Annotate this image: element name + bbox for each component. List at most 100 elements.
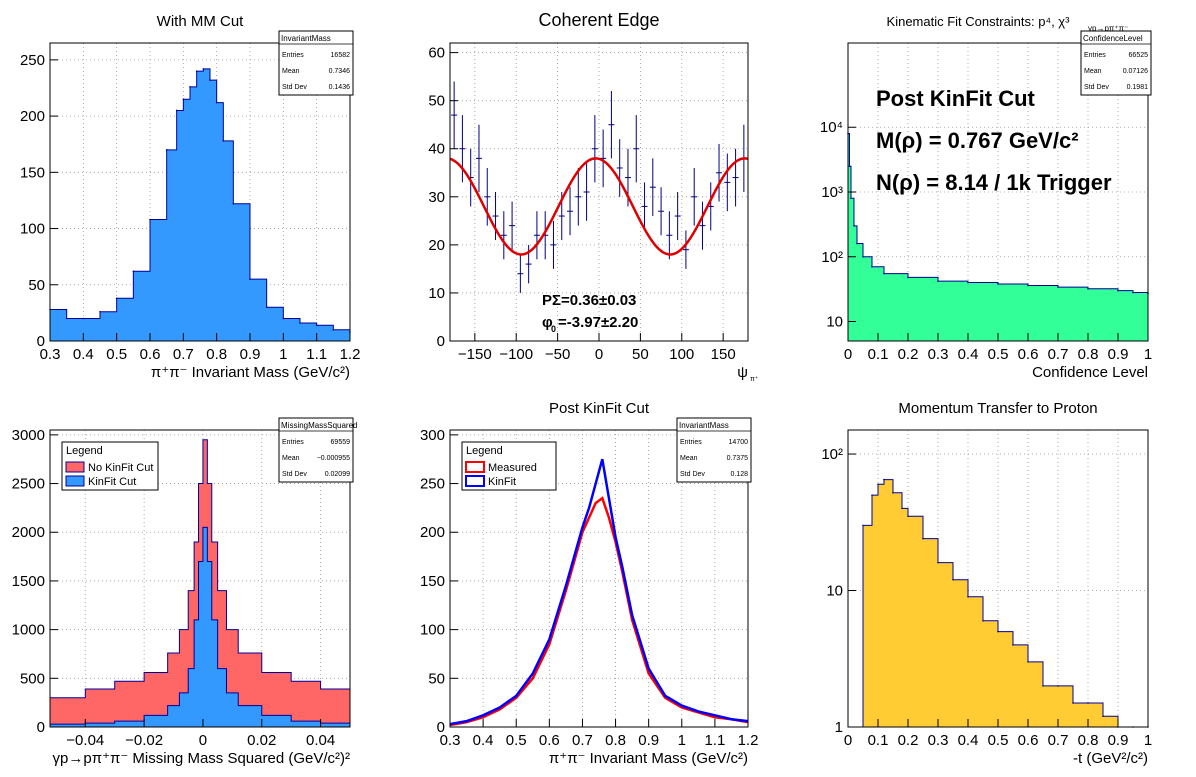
chart-panel-4: −0.04 −0.02 0 0.02 0.04 0 500 1000 1500 2000 2500 3… [12,417,357,767]
y-tick-label: 250 [420,476,445,493]
y-tick-label: 30 [428,189,445,206]
axis-ticks: 0.3 0.4 0.5 0.6 0.7 0.8 0.9 1 1.1 1.2 0 50 100 150 200… [420,427,758,749]
x-tick-label: 0 [844,346,852,363]
histogram-bin-point [967,595,969,598]
fit-result-label: PΣ=0.36±0.03 [542,292,636,309]
histogram-bin-point [883,272,885,275]
histogram-bin-point [222,140,225,142]
x-tick-label: 0.7 [1048,346,1069,363]
stats-box: MissingMassSquared Entries 69559 Mean −0.000… [278,417,357,483]
histogram-bin-point [967,281,969,284]
stats-box-title: ConfidenceLevel [1083,34,1143,43]
y-tick-label: 0 [37,719,45,736]
x-tick-label: 0.1 [868,732,889,749]
y-tick-label: 0 [437,719,445,736]
y-tick-label: 200 [20,108,45,125]
y-tick-label: 50 [28,277,45,294]
stats-box: InvariantMass Entries 14700 Mean 0.7375 Std D… [676,417,752,483]
histogram-bin-point [862,255,864,258]
stats-row-value: 0.7346 [329,68,351,75]
histogram-bin-point [901,507,903,510]
histogram-bin-point [1057,286,1059,288]
chart-panel-5: 0.3 0.4 0.5 0.6 0.7 0.8 0.9 1 1.1 1.2 0 50 100 150 200… [420,400,758,767]
y-tick-label: 1000 [12,622,45,639]
stats-row-value: 0.7375 [727,455,749,462]
x-tick-label: 0.8 [605,732,626,749]
chart-title: Coherent Edge [538,10,659,30]
x-tick-label: 0.4 [73,346,94,363]
axis-ticks: 0 0.1 0.2 0.3 0.4 0.5 0.6 0.7 0.8 0.9 1 10 10² 10³ 10⁴ [820,119,1152,363]
stats-row-value: 0.128 [730,471,748,478]
x-tick-label: 0.2 [898,346,919,363]
legend-entry-label: KinFit Cut [88,476,136,488]
x-tick-label: 1 [678,732,686,749]
y-tick-label: 10² [821,446,843,463]
x-tick-label: 0.02 [247,732,276,749]
stats-row-value: 69559 [331,439,351,446]
histogram-bin-point [907,276,909,279]
x-axis-label: -t (GeV²/c²) [1073,750,1148,767]
histogram-bin-point [315,324,318,327]
histogram-bin-point [165,149,168,151]
stats-box-frame [278,30,354,96]
histogram-bin-point [871,494,873,496]
histogram-bin-point [1087,287,1089,290]
histogram-bin-point [982,619,984,622]
y-tick-label: 10 [826,583,843,600]
stats-row-label: Entries [680,439,702,446]
chart-title-subscript: γp→pπ⁺π⁻ [1088,24,1128,33]
histogram-bin-point [149,218,151,221]
x-tick-label: −0.02 [125,732,163,749]
x-tick-label: 1.1 [704,732,725,749]
histogram-bin-point [1027,661,1029,663]
y-tick-label: 200 [420,524,445,541]
x-axis-label: γp→pπ⁺π⁻ Missing Mass Squared (GeV/c²)² [53,750,350,767]
y-tick-label: 10 [428,285,445,302]
histogram-fill [49,68,351,342]
x-tick-label: 0.6 [1018,346,1039,363]
stats-box: InvariantMass Entries 16582 Mean 0.7346 Std D… [278,30,354,96]
fit-curve [449,157,749,256]
histogram-bin-point [848,165,851,168]
y-tick-label: 10³ [821,184,843,201]
histogram-bin-point [202,68,205,70]
line-series-1 [449,496,749,727]
physics-result-label: M(ρ) = 0.767 GeV/c² [876,128,1079,153]
stats-box-frame [1080,30,1152,96]
annotations: PΣ=0.36±0.03 φ0 =-3.97±2.20 [542,292,638,334]
x-axis-label: π⁺π⁻ Invariant Mass (GeV/c²) [549,750,748,767]
histogram-bin-point [209,79,211,81]
stats-box-frame [278,417,354,483]
x-tick-label: −150 [458,346,492,363]
chart-title: Kinematic Fit Constraints: p⁴, χ³ [887,14,1071,29]
y-tick-label: 2500 [12,476,45,493]
y-tick-label: 3000 [12,427,45,444]
stats-row-label: Std Dev [1084,84,1109,91]
x-tick-label: 0.9 [240,346,261,363]
x-tick-label: 0 [595,346,603,363]
legend-swatch [65,475,85,487]
legend-entry-label: No KinFit Cut [88,462,153,474]
histogram-bin-point [907,515,909,518]
plot-data [449,81,749,293]
x-tick-label: 0 [844,732,852,749]
fit-result-label: =-3.97±2.20 [558,314,638,331]
stats-row-value: 16582 [331,52,351,59]
x-tick-label: −0.04 [66,732,104,749]
x-tick-label: 0.3 [440,732,461,749]
chart-panel-3: 0 0.1 0.2 0.3 0.4 0.5 0.6 0.7 0.8 0.9 1 10 10² 10³ 10⁴… [820,14,1152,381]
histogram-bin-point [1012,644,1014,646]
histogram-bin-point [265,306,268,309]
histogram-bin-point [1072,702,1074,704]
histogram-bin-point [862,524,864,527]
histogram-bin-point [232,203,235,205]
x-tick-label: 0.4 [958,732,979,749]
x-tick-label: 0.7 [572,732,593,749]
y-tick-label: 250 [20,52,45,69]
legend-title: Legend [66,445,103,457]
histogram-bin-point [853,225,855,227]
legend-swatch [465,461,485,473]
x-tick-label: 1 [1144,732,1152,749]
x-tick-label: 0.1 [868,346,889,363]
